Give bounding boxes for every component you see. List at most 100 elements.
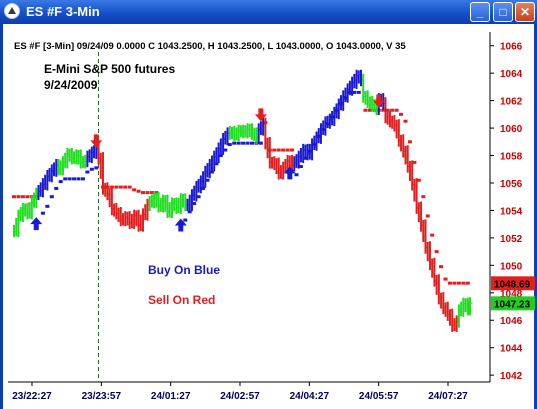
stop-dot: [127, 185, 132, 189]
y-tick-label: 1042: [500, 371, 523, 382]
stop-dot: [192, 202, 197, 206]
x-tick-label: 24/01:27: [151, 391, 191, 402]
stop-dot: [236, 141, 241, 145]
stop-dot: [385, 108, 390, 112]
stop-dot: [439, 265, 444, 269]
price-label-box: [491, 296, 535, 311]
stop-dot: [85, 170, 90, 174]
stop-dot: [58, 180, 63, 184]
maximize-button[interactable]: □: [493, 2, 513, 22]
stop-dot: [390, 108, 395, 112]
stop-dot: [399, 112, 404, 116]
stop-dot: [407, 140, 412, 144]
stop-dot: [363, 108, 368, 112]
y-tick-label: 1052: [500, 234, 523, 245]
stop-dot: [72, 177, 77, 181]
stop-dot: [45, 204, 50, 208]
stop-dot: [303, 156, 308, 160]
y-tick-label: 1062: [500, 97, 523, 108]
sell-arrow-icon: [372, 94, 385, 108]
price-label: 1047.23: [494, 299, 531, 310]
stop-dot: [109, 185, 114, 189]
stop-dot: [281, 148, 286, 152]
minimize-button[interactable]: _: [470, 2, 490, 22]
stop-dot: [367, 108, 372, 112]
stop-dot: [132, 188, 137, 192]
price-label: 1048.69: [494, 279, 531, 290]
stop-dot: [430, 233, 435, 237]
stop-dot: [241, 141, 246, 145]
stop-dot: [54, 186, 59, 190]
stop-dot: [465, 281, 470, 285]
x-tick-label: 24/04:27: [290, 391, 330, 402]
stop-dot: [118, 185, 123, 189]
stop-dot: [63, 177, 68, 181]
stop-dot: [412, 160, 417, 164]
stop-dot: [201, 186, 206, 190]
sell-arrow-icon: [254, 108, 267, 122]
stop-dot: [20, 195, 25, 199]
stop-dot: [290, 148, 295, 152]
x-tick-label: 23/22:27: [12, 391, 52, 402]
sell-arrow-icon: [90, 134, 103, 148]
chart-info-line: ES #F [3-Min] 09/24/09 0.0000 C 1043.250…: [14, 41, 406, 52]
window-title: ES #F 3-Min: [26, 4, 100, 19]
stop-dot: [394, 108, 399, 112]
stop-dot: [352, 90, 357, 94]
stop-dot: [258, 141, 263, 145]
y-tick-label: 1044: [500, 344, 523, 355]
stop-dot: [434, 250, 439, 254]
x-tick-label: 24/07:27: [428, 391, 468, 402]
stop-dot: [183, 218, 188, 222]
stop-dot: [67, 177, 72, 181]
window-frame: [0, 24, 537, 409]
y-tick-label: 1066: [500, 42, 523, 53]
buy-arrow-icon: [283, 166, 296, 180]
stop-dot: [223, 148, 228, 152]
x-tick-label: 23/23:57: [82, 391, 122, 402]
stop-dot: [49, 195, 54, 199]
stop-dot: [227, 143, 232, 147]
stop-dot: [232, 141, 237, 145]
y-tick-label: 1058: [500, 152, 523, 163]
stop-dot: [250, 141, 255, 145]
y-tick-label: 1050: [500, 261, 523, 272]
stop-dot: [76, 177, 81, 181]
stop-dot: [80, 177, 85, 181]
y-tick-label: 1064: [500, 69, 523, 80]
stop-dot: [421, 195, 426, 199]
buy-arrow-icon: [30, 217, 43, 231]
stop-dot: [456, 281, 461, 285]
stop-dot: [276, 148, 281, 152]
chart-subtitle: 9/24/2009: [44, 78, 98, 92]
y-tick-label: 1060: [500, 124, 523, 135]
close-button[interactable]: ✕: [515, 2, 535, 22]
window-titlebar[interactable]: ES #F 3-Min _ □ ✕: [0, 0, 537, 24]
stop-dot: [89, 167, 94, 171]
stop-dot: [272, 148, 277, 152]
y-tick-label: 1054: [500, 206, 523, 217]
stop-dot: [149, 191, 154, 195]
stop-dot: [416, 178, 421, 182]
x-tick-label: 24/05:57: [359, 391, 399, 402]
app-icon: [4, 3, 20, 19]
stop-dot: [40, 211, 45, 215]
stop-dot: [25, 195, 30, 199]
stop-dot: [447, 281, 452, 285]
stop-dot: [209, 170, 214, 174]
buy-arrow-icon: [174, 218, 187, 232]
stop-dot: [114, 185, 119, 189]
stop-dot: [123, 185, 128, 189]
stop-dot: [205, 178, 210, 182]
stop-dot: [461, 281, 466, 285]
sell-annotation: Sell On Red: [148, 293, 216, 307]
y-tick-label: 1046: [500, 316, 523, 327]
stop-dot: [356, 90, 361, 94]
stop-dot: [16, 195, 21, 199]
stop-dot: [141, 191, 146, 195]
stop-dot: [218, 154, 223, 158]
stop-dot: [298, 165, 303, 169]
stop-dot: [403, 119, 408, 123]
price-chart[interactable]: 1042 1044 1046 1048 1050 1052 1054 1056 1058 1060…: [0, 24, 537, 409]
stop-dot: [214, 162, 219, 166]
